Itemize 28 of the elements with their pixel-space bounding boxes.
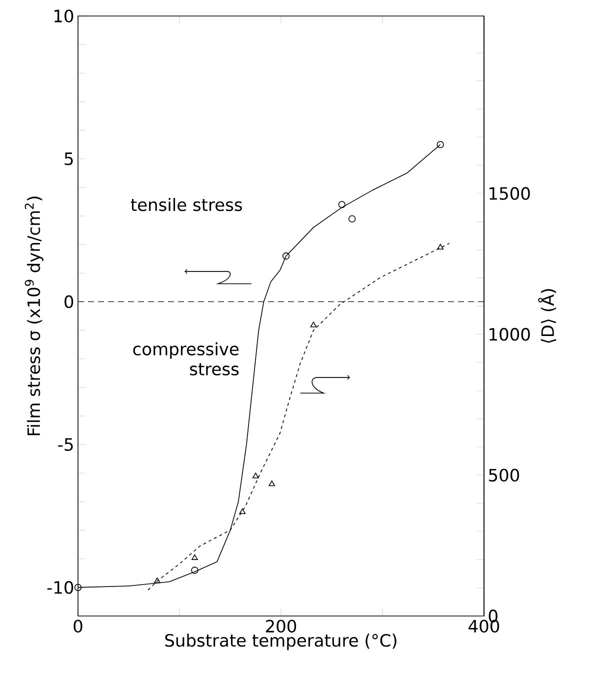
annotation: tensile stress [130, 198, 242, 212]
point [252, 472, 259, 478]
y-tick-label: -10 [47, 580, 74, 594]
y-tick-label: 10 [54, 10, 74, 22]
point [191, 566, 198, 574]
x-axis-title: Substrate temperature (°C) [165, 634, 396, 650]
x-tick-label: 200 [266, 620, 296, 633]
point [268, 480, 276, 486]
y2-tick-label: 500 [489, 468, 520, 482]
point [338, 200, 346, 208]
point [282, 252, 290, 260]
y2-tick-label: 1500 [490, 187, 530, 200]
y-tick-label: 5 [64, 152, 73, 166]
annotation: compressive stress [133, 342, 239, 376]
y-tick-label: -5 [58, 438, 73, 451]
point [437, 244, 444, 250]
x-tick-label: 0 [74, 620, 82, 633]
point [436, 140, 444, 148]
y-axis-title: Film stress σ (x10$^{9}$ dyn/cm$^{2}$) [24, 196, 44, 436]
y2-tick-label: 1000 [490, 328, 530, 341]
point [192, 554, 198, 560]
point [310, 322, 317, 328]
point [74, 584, 82, 592]
y-tick-label: 0 [64, 295, 74, 308]
point [154, 577, 160, 584]
point [348, 215, 356, 222]
y2-axis-title: ⟨D⟩ (Å) [538, 289, 556, 343]
point [239, 508, 246, 514]
